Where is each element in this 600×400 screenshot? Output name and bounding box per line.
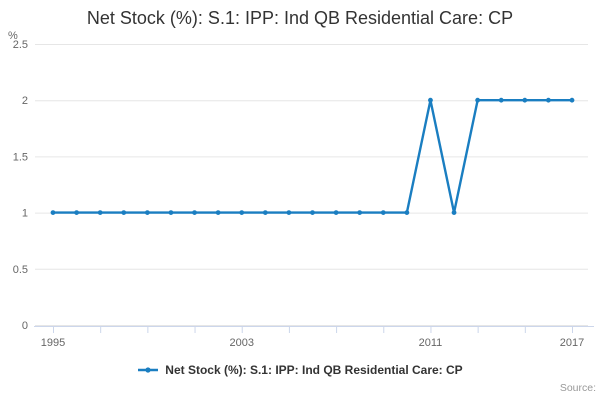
x-tick-label: 2011: [419, 337, 443, 349]
x-tick-label: 2017: [560, 337, 584, 349]
data-point-marker[interactable]: [404, 210, 410, 216]
legend-line-marker-icon: [138, 367, 159, 373]
x-tick-label: 1995: [41, 337, 65, 349]
data-point-marker[interactable]: [310, 210, 315, 216]
data-point-marker[interactable]: [50, 210, 56, 216]
x-tick-label: 2003: [229, 337, 253, 349]
data-point-marker[interactable]: [74, 210, 79, 216]
y-tick-label: 1.5: [13, 151, 28, 163]
data-point-marker[interactable]: [380, 210, 386, 216]
legend[interactable]: Net Stock (%): S.1: IPP: Ind QB Resident…: [0, 363, 600, 377]
data-point-marker[interactable]: [522, 97, 528, 103]
plot-area: 0 0.5 1 1.5 2 2.5 1995 2003 2011 2017: [13, 39, 594, 349]
data-point-marker[interactable]: [498, 97, 504, 103]
data-point-marker[interactable]: [215, 210, 221, 216]
data-point-marker[interactable]: [97, 210, 103, 216]
data-point-marker[interactable]: [428, 97, 433, 103]
y-tick-label: 0.5: [13, 264, 28, 276]
data-point-marker[interactable]: [475, 97, 481, 103]
data-point-marker[interactable]: [357, 210, 363, 216]
y-tick-label: 1: [22, 208, 28, 220]
y-tick-label: 0: [22, 320, 28, 332]
data-point-marker[interactable]: [144, 210, 150, 216]
data-point-marker[interactable]: [192, 210, 197, 216]
y-tick-label: 2.5: [13, 39, 28, 51]
chart-title: Net Stock (%): S.1: IPP: Ind QB Resident…: [86, 8, 514, 28]
y-tick-label: 2: [22, 95, 28, 107]
data-point-marker[interactable]: [239, 210, 245, 216]
data-point-marker[interactable]: [286, 210, 292, 216]
data-point-marker[interactable]: [451, 210, 457, 216]
data-point-marker[interactable]: [333, 210, 339, 216]
legend-series-label: Net Stock (%): S.1: IPP: Ind QB Resident…: [165, 363, 463, 377]
data-point-marker[interactable]: [121, 210, 127, 216]
y-axis-unit-label: %: [8, 30, 18, 42]
data-point-marker[interactable]: [569, 97, 575, 103]
data-point-marker[interactable]: [168, 210, 174, 216]
data-point-marker[interactable]: [262, 210, 268, 216]
source-credits: Source:: [559, 382, 596, 394]
data-point-marker[interactable]: [546, 97, 551, 103]
